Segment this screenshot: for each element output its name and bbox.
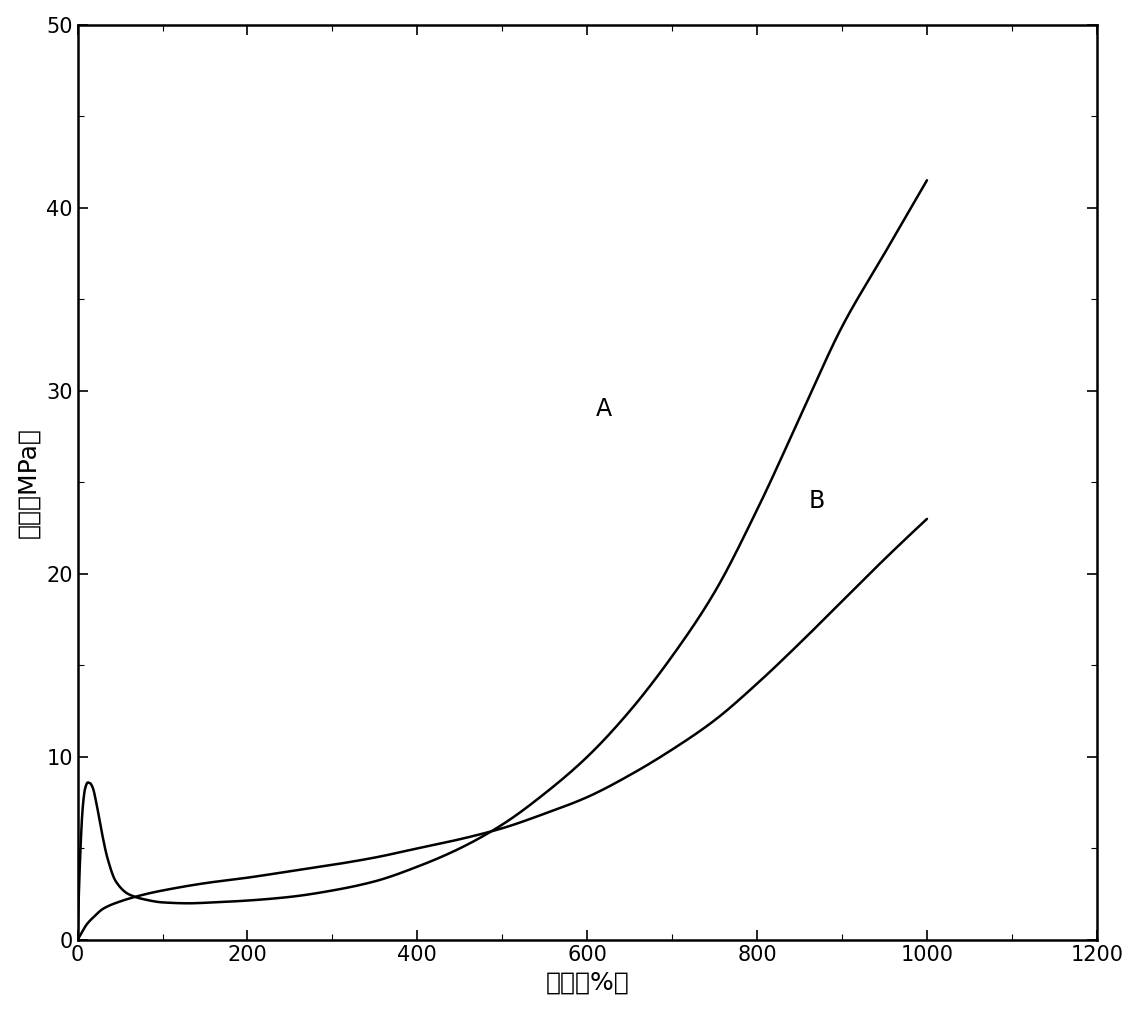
Y-axis label: 应力（MPa）: 应力（MPa） [17,427,41,538]
X-axis label: 应变（%）: 应变（%） [545,971,629,995]
Text: B: B [808,488,824,513]
Text: A: A [596,397,612,421]
